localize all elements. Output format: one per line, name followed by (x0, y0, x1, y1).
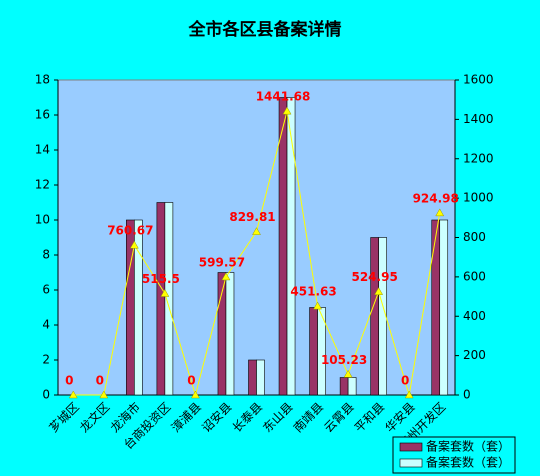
x-tick-label: 平和县 (352, 400, 387, 435)
y-tick-label: 8 (42, 248, 50, 262)
bar (134, 219, 143, 396)
y2-tick-label: 400 (463, 309, 486, 323)
y-tick-label: 0 (42, 388, 50, 402)
bar (256, 359, 265, 396)
bar (370, 237, 379, 396)
y-tick-label: 18 (35, 73, 50, 87)
value-label: 924.98 (413, 191, 459, 205)
line-marker (404, 390, 414, 399)
x-tick-label: 诏安县 (198, 399, 234, 435)
line-marker (435, 208, 445, 217)
value-label: 105.23 (321, 353, 367, 367)
y2-tick-label: 1400 (463, 112, 494, 126)
line-marker (190, 390, 200, 399)
legend-swatch (399, 458, 423, 468)
y2-tick-label: 1000 (463, 191, 494, 205)
x-tick-label: 长泰县 (230, 400, 265, 435)
bar (317, 307, 326, 396)
line-marker (313, 301, 323, 310)
value-label: 0 (401, 374, 409, 388)
bar (439, 219, 449, 396)
y-tick-label: 4 (42, 318, 50, 332)
value-label: 599.57 (199, 255, 245, 269)
y2-tick-label: 600 (463, 269, 486, 283)
x-tick-label: 漳浦县 (168, 399, 204, 435)
legend: 备案套数（套）备案套数（套） (392, 436, 516, 474)
y-tick-label: 16 (35, 108, 50, 122)
y-tick-label: 12 (35, 178, 50, 192)
y-tick-label: 6 (42, 283, 50, 297)
y-tick-label: 14 (35, 143, 50, 157)
x-tick-label: 龙文区 (76, 399, 112, 435)
y2-tick-label: 1200 (463, 151, 494, 165)
line-marker (221, 272, 231, 281)
bar (248, 359, 257, 396)
line-marker (99, 390, 109, 399)
value-label: 0 (65, 374, 73, 388)
y2-tick-label: 800 (463, 230, 486, 244)
bar (164, 202, 174, 396)
bar (286, 97, 296, 396)
bar (309, 307, 318, 396)
bar (431, 219, 441, 396)
bar (339, 377, 349, 396)
bar (278, 97, 288, 396)
y2-tick-label: 0 (463, 388, 471, 402)
y2-tick-label: 1600 (463, 73, 494, 87)
bar (156, 202, 166, 396)
value-label: 451.63 (290, 285, 336, 299)
legend-label: 备案套数（套） (426, 439, 510, 454)
line-marker (282, 106, 292, 115)
y-tick-label: 2 (42, 353, 50, 367)
line-marker (160, 289, 170, 297)
x-tick-label: 云霄县 (321, 400, 356, 435)
value-label: 1441.68 (256, 90, 311, 104)
bar (225, 272, 235, 396)
line-marker (129, 240, 139, 249)
line-marker (252, 227, 261, 235)
x-tick-label: 南靖县 (290, 399, 326, 435)
value-label: 760.67 (107, 224, 153, 238)
bar (378, 237, 387, 396)
x-tick-label: 东山县 (260, 400, 295, 435)
legend-swatch (399, 442, 423, 452)
bar (347, 377, 357, 396)
plot-area (57, 79, 456, 396)
value-label: 515.5 (142, 272, 180, 286)
legend-label: 备案套数（套） (426, 455, 510, 470)
line-marker (343, 369, 353, 378)
y-tick-label: 10 (35, 213, 50, 227)
value-label: 0 (96, 374, 104, 388)
value-label: 829.81 (229, 210, 275, 224)
x-tick-label: 芗城区 (46, 400, 81, 435)
line-marker (68, 390, 78, 399)
line-marker (374, 287, 384, 295)
value-label: 524.95 (351, 270, 397, 284)
chart-title: 全市各区县备案详情 (188, 19, 342, 40)
value-label: 0 (187, 374, 195, 388)
y2-tick-label: 200 (463, 348, 486, 362)
